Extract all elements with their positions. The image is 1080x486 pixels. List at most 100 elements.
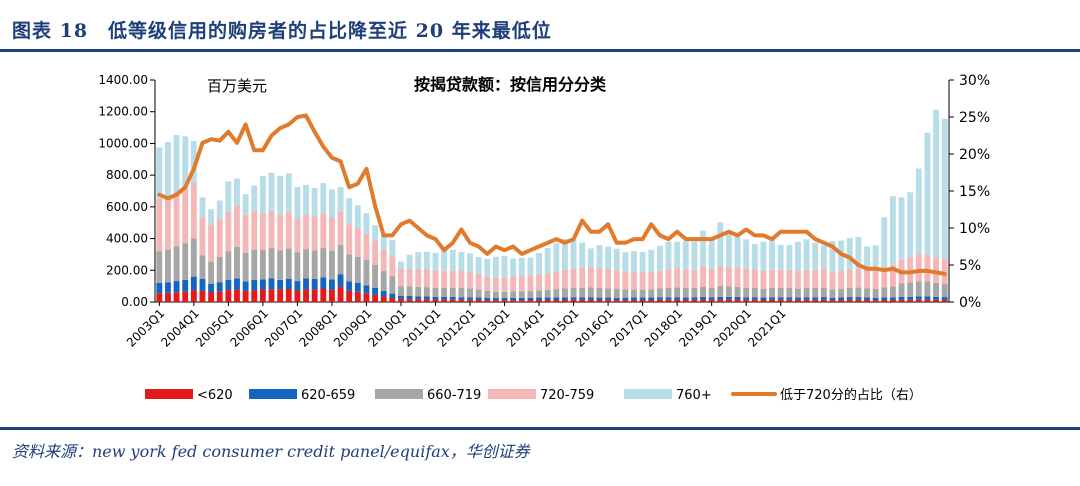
bar-segment <box>208 209 215 226</box>
bar-segment <box>743 269 750 288</box>
y-left-tick-label: 200.00 <box>106 263 148 277</box>
bar-segment <box>527 291 534 298</box>
bar-segment <box>795 299 801 302</box>
bar-segment <box>346 254 353 282</box>
legend-swatch <box>375 389 423 399</box>
bar-segment <box>544 297 551 300</box>
bar-segment <box>268 278 275 290</box>
bar-segment <box>656 288 663 298</box>
bar-segment <box>544 248 551 274</box>
bar-segment <box>389 293 396 299</box>
bar-segment <box>337 274 344 287</box>
bar-segment <box>441 296 448 300</box>
bar-segment <box>234 178 240 206</box>
bar-segment <box>225 211 232 252</box>
bar-segment <box>648 271 655 290</box>
bar-segment <box>320 288 327 302</box>
bar-segment <box>820 268 827 288</box>
bar-segment <box>277 214 284 251</box>
y-right-tick-label: 5% <box>959 258 981 274</box>
bar-segment <box>700 230 706 267</box>
bar-segment <box>406 299 413 302</box>
bar-segment <box>277 250 284 280</box>
bar-segment <box>587 267 594 288</box>
bar-segment <box>622 297 629 300</box>
bar-segment <box>242 252 249 282</box>
bar-segment <box>855 268 862 288</box>
bar-segment <box>259 175 266 214</box>
bar-segment <box>639 289 646 298</box>
bar-segment <box>398 298 404 302</box>
bar-segment <box>372 240 379 265</box>
bar-segment <box>553 271 560 290</box>
bar-segment <box>855 236 862 269</box>
legend-label: 760+ <box>676 388 712 403</box>
bar-segment <box>570 288 577 298</box>
bar-segment <box>562 288 568 298</box>
chart-title: 按揭贷款额：按信用分分类 <box>414 75 607 94</box>
legend-label: 低于720分的占比（右） <box>780 387 922 403</box>
bar-segment <box>415 252 422 270</box>
bar-segment <box>346 290 353 302</box>
bar-segment <box>648 297 655 300</box>
bar-segment <box>777 244 784 270</box>
bar-segment <box>812 242 819 270</box>
bar-segment <box>441 299 448 302</box>
bar-segment <box>406 295 413 300</box>
legend-swatch <box>145 389 193 399</box>
bar-segment <box>622 252 629 272</box>
bar-segment <box>786 299 793 302</box>
legend-swatch <box>624 389 672 399</box>
bar-segment <box>346 198 353 225</box>
bar-segment <box>518 276 525 292</box>
bar-segment <box>190 183 197 239</box>
bar-segment <box>933 257 939 283</box>
bar-segment <box>562 297 568 300</box>
bar-segment <box>553 297 560 300</box>
bar-segment <box>881 297 888 300</box>
bar-segment <box>441 287 448 297</box>
bar-segment <box>639 252 646 273</box>
bar-segment <box>415 286 422 297</box>
bar-segment <box>458 270 465 289</box>
bar-segment <box>562 239 568 270</box>
bar-segment <box>199 197 206 218</box>
bar-segment <box>734 235 741 268</box>
bar-segment <box>769 269 776 289</box>
bar-segment <box>872 297 879 301</box>
bar-segment <box>717 222 724 266</box>
bar-segment <box>277 289 284 302</box>
bar-segment <box>907 299 914 302</box>
bar-segment <box>242 194 249 215</box>
bar-segment <box>182 136 189 188</box>
bar-segment <box>501 298 508 301</box>
bar-segment <box>777 288 784 298</box>
bar-segment <box>259 249 266 280</box>
bar-segment <box>587 299 594 302</box>
bar-segment <box>803 239 810 270</box>
bar-segment <box>820 297 827 300</box>
bar-segment <box>251 249 258 280</box>
bar-segment <box>441 248 448 271</box>
legend-swatch <box>488 389 536 399</box>
bar-segment <box>225 290 232 302</box>
bar-segment <box>173 191 180 247</box>
bar-segment <box>924 299 931 302</box>
bar-segment <box>492 291 499 299</box>
bar-segment <box>199 217 206 256</box>
bar-segment <box>743 287 750 298</box>
bar-segment <box>518 297 525 301</box>
bar-segment <box>467 271 473 289</box>
bar-segment <box>285 278 292 289</box>
bar-segment <box>449 296 456 300</box>
unit-label: 百万美元 <box>207 77 267 95</box>
bar-segment <box>795 288 801 298</box>
bar-segment <box>596 288 603 298</box>
bar-segment <box>510 297 517 301</box>
bar-segment <box>941 284 948 298</box>
bar-segment <box>389 256 396 277</box>
bar-segment <box>933 109 939 258</box>
bar-segment <box>674 299 681 302</box>
bar-segment <box>682 297 689 300</box>
bar-segment <box>786 244 793 270</box>
